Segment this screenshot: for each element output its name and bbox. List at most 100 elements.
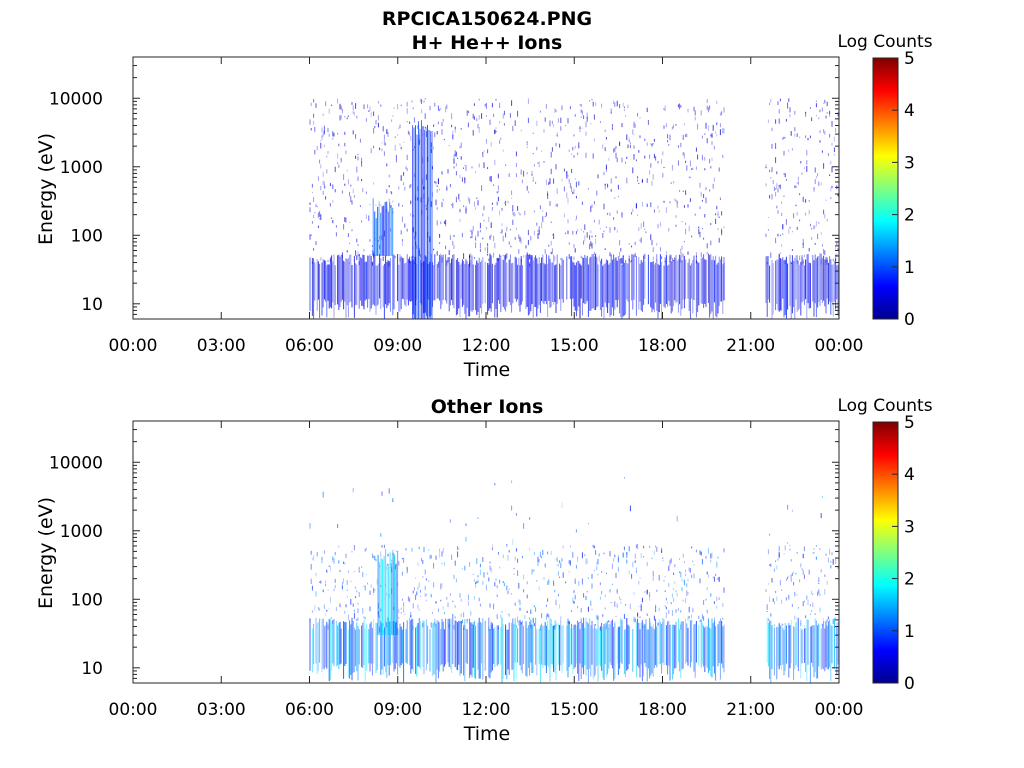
spectrogram-cell bbox=[325, 613, 327, 616]
spectrogram-cell bbox=[394, 144, 396, 151]
spectrogram-cell bbox=[526, 252, 528, 256]
spectrogram-cell bbox=[670, 261, 672, 314]
spectrogram-cell bbox=[776, 205, 778, 209]
spectrogram-cell bbox=[370, 256, 372, 309]
spectrogram-cell bbox=[500, 614, 502, 619]
spectrogram-cell bbox=[685, 222, 687, 225]
spectrogram-cell bbox=[801, 257, 803, 303]
spectrogram-cell bbox=[344, 131, 346, 135]
spectrogram-cell bbox=[677, 145, 679, 148]
spectrogram-cell bbox=[677, 104, 679, 108]
spectrogram-cell bbox=[602, 627, 604, 678]
spectrogram-cell bbox=[687, 627, 689, 666]
spectrogram-cell bbox=[424, 98, 426, 100]
spectrogram-cell bbox=[475, 242, 477, 249]
spectrogram-cell bbox=[363, 620, 365, 665]
spectrogram-cell bbox=[453, 253, 455, 309]
spectrogram-cell bbox=[350, 624, 352, 675]
panel-title: H+ He++ Ions bbox=[412, 32, 563, 54]
spectrogram-cell bbox=[664, 576, 666, 578]
spectrogram-cell bbox=[309, 618, 311, 671]
spectrogram-cell bbox=[814, 613, 816, 615]
spectrogram-cell bbox=[490, 621, 492, 673]
spectrogram-cell bbox=[374, 588, 376, 592]
spectrogram-cell bbox=[716, 561, 718, 568]
spectrogram-cell bbox=[344, 183, 346, 186]
spectrogram-cell bbox=[472, 621, 474, 624]
spectrogram-cell bbox=[383, 544, 385, 548]
spectrogram-cell bbox=[483, 150, 485, 152]
spectrogram-cell bbox=[332, 261, 334, 303]
spectrogram-cell bbox=[339, 621, 341, 665]
spectrogram-cell bbox=[449, 183, 451, 188]
spectrogram-cell bbox=[663, 619, 665, 666]
spectrogram-cell bbox=[719, 618, 721, 680]
spectrogram-cell bbox=[395, 621, 397, 664]
spectrogram-cell bbox=[471, 627, 473, 678]
spectrogram-cell bbox=[370, 111, 372, 117]
spectrogram-cell bbox=[423, 620, 425, 675]
spectrogram-cell bbox=[641, 597, 643, 603]
spectrogram-cell bbox=[765, 183, 767, 187]
spectrogram-cell bbox=[544, 264, 546, 301]
spectrogram-cell bbox=[813, 225, 815, 230]
spectrogram-cell bbox=[548, 182, 550, 185]
spectrogram-cell bbox=[353, 627, 355, 673]
spectrogram-cell bbox=[657, 263, 659, 319]
spectrogram-cell bbox=[388, 174, 390, 178]
spectrogram-cell bbox=[652, 174, 654, 180]
spectrogram-cell bbox=[614, 554, 616, 558]
spectrogram-cell bbox=[373, 619, 375, 664]
spectrogram-cell bbox=[545, 254, 547, 305]
spectrogram-cell bbox=[687, 616, 689, 622]
spectrogram-cell bbox=[665, 606, 667, 610]
spectrogram-cell bbox=[471, 622, 473, 627]
spectrogram-cell bbox=[448, 624, 450, 630]
spectrogram-cell bbox=[818, 589, 820, 595]
spectrogram-cell bbox=[458, 261, 460, 309]
spectrogram-cell bbox=[481, 113, 483, 119]
spectrogram-cell bbox=[781, 244, 783, 247]
spectrogram-cell bbox=[454, 620, 456, 667]
spectrogram-cell bbox=[317, 622, 319, 671]
spectrogram-cell bbox=[715, 255, 717, 317]
spectrogram-cell bbox=[505, 254, 507, 260]
spectrogram-cell bbox=[502, 149, 504, 152]
spectrogram-cell bbox=[701, 200, 703, 202]
spectrogram-cell bbox=[586, 116, 588, 122]
spectrogram-cell bbox=[824, 574, 826, 577]
spectrogram-cell bbox=[362, 254, 364, 307]
spectrogram-cell bbox=[491, 202, 493, 205]
spectrogram-cell bbox=[640, 237, 642, 243]
spectrogram-cell bbox=[662, 151, 664, 156]
colorbar-tick-label: 5 bbox=[904, 413, 915, 433]
spectrogram-cell bbox=[422, 575, 424, 578]
spectrogram-cell bbox=[723, 624, 725, 673]
spectrogram-cell bbox=[325, 625, 327, 667]
spectrogram-feature bbox=[412, 125, 413, 319]
spectrogram-cell bbox=[782, 627, 784, 665]
spectrogram-cell bbox=[626, 559, 628, 564]
spectrogram-cell bbox=[508, 241, 510, 245]
spectrogram-cell bbox=[403, 602, 405, 607]
spectrogram-cell bbox=[772, 180, 774, 184]
spectrogram-cell bbox=[634, 618, 636, 622]
spectrogram-cell bbox=[571, 256, 573, 317]
spectrogram-cell bbox=[542, 216, 544, 223]
spectrogram-cell bbox=[445, 245, 447, 250]
spectrogram-cell bbox=[641, 201, 643, 207]
spectrogram-cell bbox=[493, 252, 495, 258]
spectrogram-cell bbox=[675, 199, 677, 202]
spectrogram-cell bbox=[719, 123, 721, 128]
spectrogram-cell bbox=[381, 142, 383, 144]
spectrogram-cell bbox=[610, 602, 612, 604]
spectrogram-cell bbox=[614, 258, 616, 310]
spectrogram-cell bbox=[497, 173, 499, 179]
spectrogram-cell bbox=[643, 221, 645, 227]
spectrogram-cell bbox=[452, 254, 454, 306]
spectrogram-cell bbox=[701, 257, 703, 304]
spectrogram-cell bbox=[553, 124, 555, 128]
spectrogram-cell bbox=[589, 100, 591, 102]
spectrogram-cell bbox=[579, 629, 581, 664]
